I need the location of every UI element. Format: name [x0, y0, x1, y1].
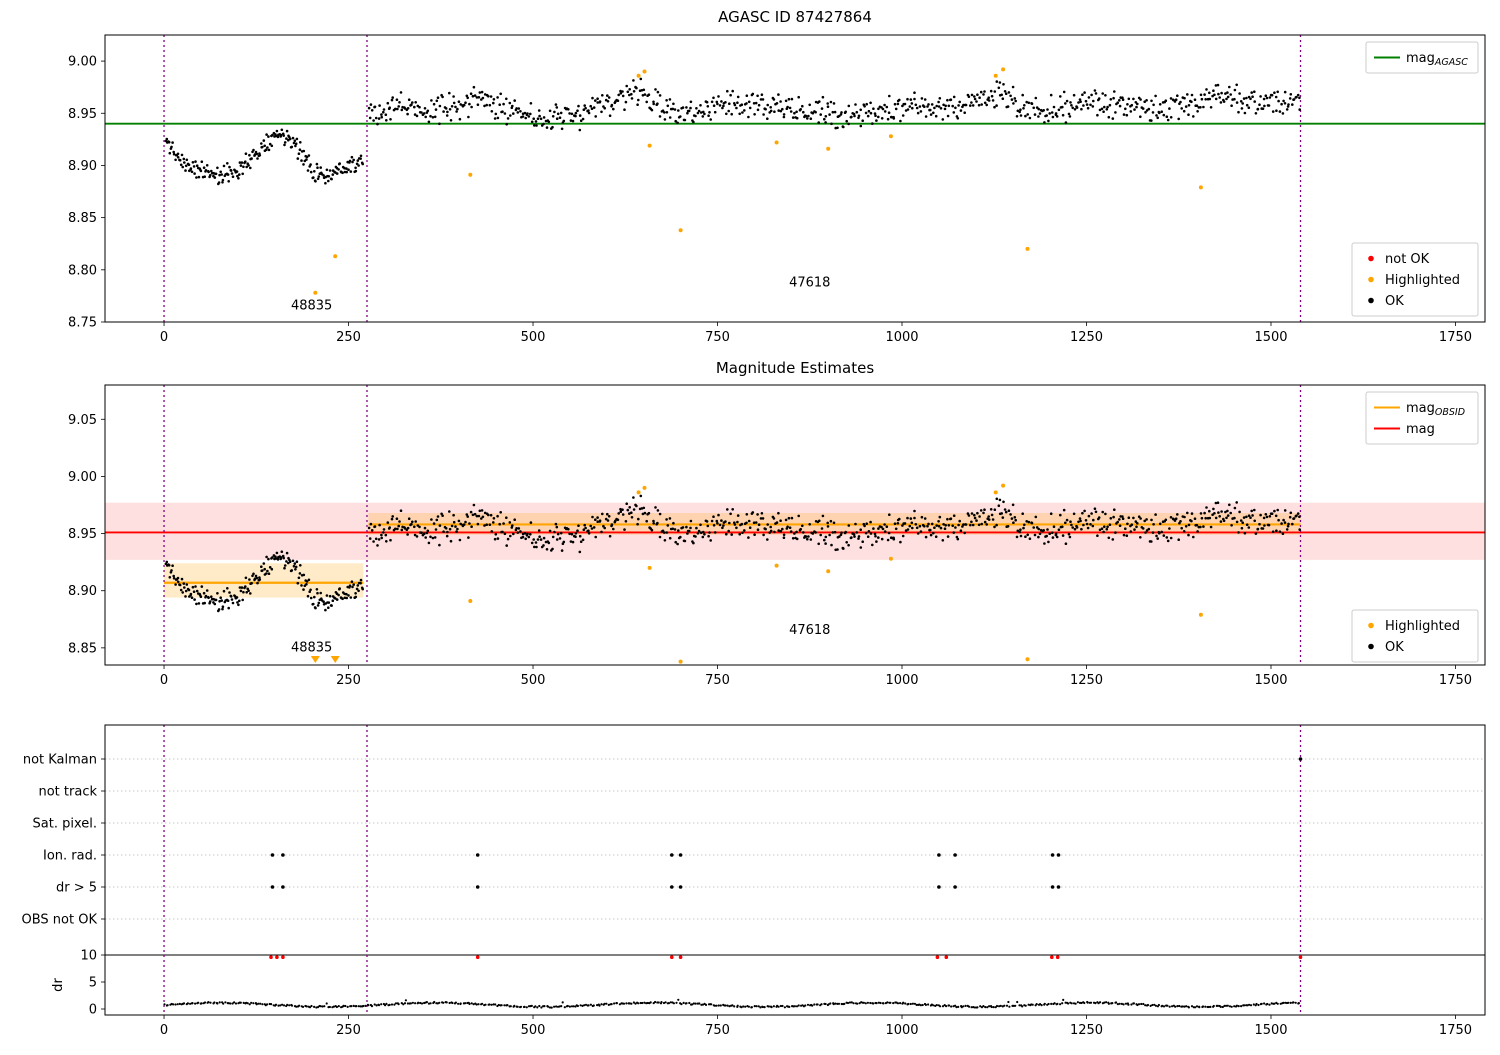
dr-tick-label: 10	[80, 949, 97, 964]
legend-marker-sample	[1368, 622, 1374, 629]
legend-label: magAGASC	[1406, 51, 1468, 68]
legend-mag-lines: magOBSID mag	[1365, 391, 1479, 445]
x-tick-label: 1250	[1070, 330, 1103, 345]
x-tick-label: 1000	[885, 673, 918, 688]
y-tick-label: 8.80	[68, 263, 97, 278]
obsid-annotation: 48835	[291, 298, 332, 313]
flag-row-label: dr > 5	[56, 881, 97, 896]
legend-marker-sample	[1368, 276, 1374, 283]
x-tick-label: 500	[521, 330, 546, 345]
x-tick-label: 1250	[1070, 1023, 1103, 1038]
flag-row-label: OBS not OK	[22, 913, 98, 928]
x-tick-label: 750	[705, 330, 730, 345]
highlighted-points	[468, 483, 1203, 664]
x-tick-label: 1250	[1070, 673, 1103, 688]
x-tick-label: 1500	[1254, 1023, 1287, 1038]
obsid-annotation: 47618	[789, 276, 830, 291]
flag-row-label: not Kalman	[23, 753, 97, 768]
x-tick-label: 0	[160, 1023, 168, 1038]
legend-label: not OK	[1385, 252, 1430, 267]
legend-point-classes: Highlighted OK	[1351, 609, 1479, 663]
y-tick-label: 8.95	[68, 527, 97, 542]
y-tick-label: 8.95	[68, 107, 97, 122]
chart-title-agasc: AGASC ID 87427864	[718, 8, 872, 26]
x-tick-label: 1750	[1439, 1023, 1472, 1038]
y-tick-label: 9.00	[68, 470, 97, 485]
x-tick-label: 250	[336, 330, 361, 345]
y-tick-label: 9.00	[68, 55, 97, 70]
legend-mag-agasc: magAGASC	[1365, 41, 1479, 74]
x-tick-label: 250	[336, 673, 361, 688]
x-tick-label: 500	[521, 673, 546, 688]
flag-points-ion-rad-	[270, 853, 1061, 857]
x-tick-label: 1500	[1254, 673, 1287, 688]
legend-point-classes: not OK Highlighted OK	[1351, 242, 1479, 317]
flag-row-label: not track	[38, 785, 97, 800]
legend-marker-sample	[1368, 643, 1374, 650]
dr-tick-label: 5	[89, 976, 97, 991]
chart-flags-dr: not Kalman not track Sat. pixel. Ion. rad. d…	[22, 724, 1486, 1038]
y-tick-label: 8.90	[68, 584, 97, 599]
legend-box	[1351, 609, 1479, 663]
legend-label: magOBSID	[1406, 401, 1465, 418]
y-tick-label: 8.85	[68, 641, 97, 656]
legend-label: OK	[1385, 640, 1404, 655]
x-tick-label: 500	[521, 1023, 546, 1038]
y-tick-label: 8.85	[68, 211, 97, 226]
x-tick-label: 1750	[1439, 330, 1472, 345]
legend-label: OK	[1385, 294, 1404, 309]
flag-points-not-kalman	[1298, 757, 1303, 761]
x-tick-label: 1000	[885, 330, 918, 345]
x-tick-label: 0	[160, 673, 168, 688]
legend-label: Highlighted	[1385, 273, 1460, 288]
dr-tick-label: 0	[89, 1003, 97, 1018]
axes-frame	[104, 34, 1486, 323]
flag-row-label: Sat. pixel.	[33, 817, 97, 832]
clipped-point-marker	[330, 656, 340, 663]
x-tick-label: 1000	[885, 1023, 918, 1038]
legend-label: Highlighted	[1385, 619, 1460, 634]
obsid-annotation: 48835	[291, 640, 332, 655]
legend-marker-sample	[1368, 297, 1374, 304]
ok-points	[164, 77, 1301, 186]
chart-title-magnitude-estimates: Magnitude Estimates	[716, 359, 874, 377]
chart-magnitude-estimates: 48835 47618 0 250 500 750 1000 1250 1500 1750 8.85…	[68, 384, 1486, 688]
dr-axis-label: dr	[51, 978, 66, 992]
clipped-point-marker	[310, 656, 320, 663]
legend-box	[1365, 391, 1479, 445]
y-tick-label: 8.75	[68, 316, 97, 331]
x-tick-label: 1750	[1439, 673, 1472, 688]
x-tick-label: 0	[160, 330, 168, 345]
legend-box	[1365, 41, 1479, 74]
flag-points-dr-5	[270, 885, 1061, 889]
x-tick-label: 1500	[1254, 330, 1287, 345]
x-tick-label: 250	[336, 1023, 361, 1038]
chart-agasc-mag: 48835 47618 0 250 500 750 1000 1250 1500 1750 8.75…	[68, 34, 1486, 345]
x-tick-label: 750	[705, 1023, 730, 1038]
highlighted-points	[313, 67, 1203, 295]
mag-uncertainty-band	[105, 502, 1485, 560]
legend-marker-sample	[1368, 255, 1374, 262]
axes-frame	[104, 384, 1486, 666]
y-tick-label: 8.90	[68, 159, 97, 174]
dr-series-points	[163, 998, 1300, 1009]
x-tick-label: 750	[705, 673, 730, 688]
legend-label: mag	[1406, 422, 1435, 437]
y-tick-label: 9.05	[68, 413, 97, 428]
axes-frame	[104, 724, 1486, 1016]
obsid-annotation: 47618	[789, 623, 830, 638]
flag-row-label: Ion. rad.	[43, 849, 97, 864]
ok-points	[164, 494, 1301, 613]
dr-exceed-points	[269, 955, 1303, 959]
legend-box	[1351, 242, 1479, 317]
